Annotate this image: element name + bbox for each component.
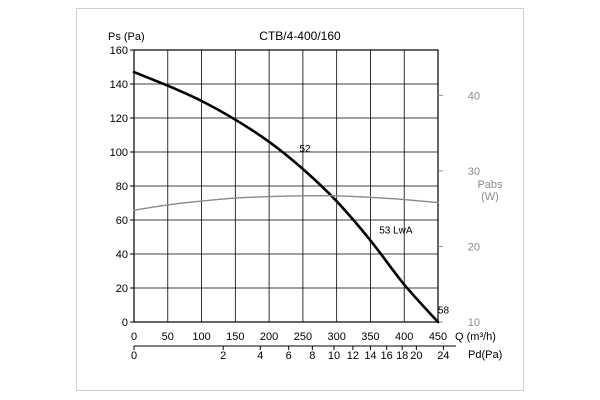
y2-tick-label: 20 [468, 241, 480, 253]
x-axis-label: Q (m³/h) [455, 331, 496, 343]
curve-annotation: 58 [438, 306, 450, 317]
pd-tick-label: 14 [364, 350, 376, 362]
pd-tick-label: 10 [328, 350, 340, 362]
pd-tick-label: 0 [131, 350, 137, 362]
x-tick-label: 350 [361, 331, 379, 343]
x-tick-label: 100 [192, 331, 210, 343]
pressure-curve-line [132, 70, 440, 324]
pd-tick-label: 4 [257, 350, 263, 362]
x-tick-label: 150 [226, 331, 244, 343]
pd-tick-label: 12 [347, 350, 359, 362]
pd-tick-label: 24 [437, 350, 449, 362]
y2-tick-label: 30 [468, 166, 480, 178]
power-curve-line [133, 194, 439, 211]
annotations: 52 53 LwA 58 [300, 144, 450, 317]
x-tick-label: 200 [260, 331, 278, 343]
y2-axis-label-line2: (W) [481, 191, 499, 203]
chart-title: CTB/4-400/160 [259, 29, 341, 43]
y-tick-label: 140 [110, 79, 128, 91]
y-tick-label: 80 [116, 181, 128, 193]
y-tick-label: 120 [110, 113, 128, 125]
pd-tick-label: 18 [396, 350, 408, 362]
y-tick-label: 40 [116, 249, 128, 261]
y-tick-label: 0 [122, 317, 128, 329]
y2-tick-label: 40 [468, 90, 480, 102]
y-axis-label: Ps (Pa) [108, 31, 145, 43]
curve-annotation: 52 [300, 144, 312, 155]
y2-tick-label: 10 [468, 317, 480, 329]
pd-tick-label: 20 [410, 350, 422, 362]
x-tick-label: 400 [395, 331, 413, 343]
x-tick-label: 450 [429, 331, 447, 343]
pd-tick-label: 2 [220, 350, 226, 362]
x-tick-label: 0 [131, 331, 137, 343]
y-tick-label: 100 [110, 147, 128, 159]
y-tick-label: 20 [116, 283, 128, 295]
curve-annotation: 53 LwA [379, 226, 413, 237]
x2-axis-label: Pd(Pa) [468, 349, 502, 361]
x-tick-label: 250 [294, 331, 312, 343]
y2-axis-label-line1: Pabs [477, 179, 503, 191]
x-tick-label: 50 [162, 331, 174, 343]
y-tick-label: 60 [116, 215, 128, 227]
y-tick-label: 160 [110, 45, 128, 57]
series-group [132, 70, 440, 324]
pd-tick-label: 16 [381, 350, 393, 362]
pd-tick-label: 6 [286, 350, 292, 362]
x-tick-label: 300 [327, 331, 345, 343]
pd-tick-label: 8 [309, 350, 315, 362]
chart-frame [76, 8, 524, 391]
